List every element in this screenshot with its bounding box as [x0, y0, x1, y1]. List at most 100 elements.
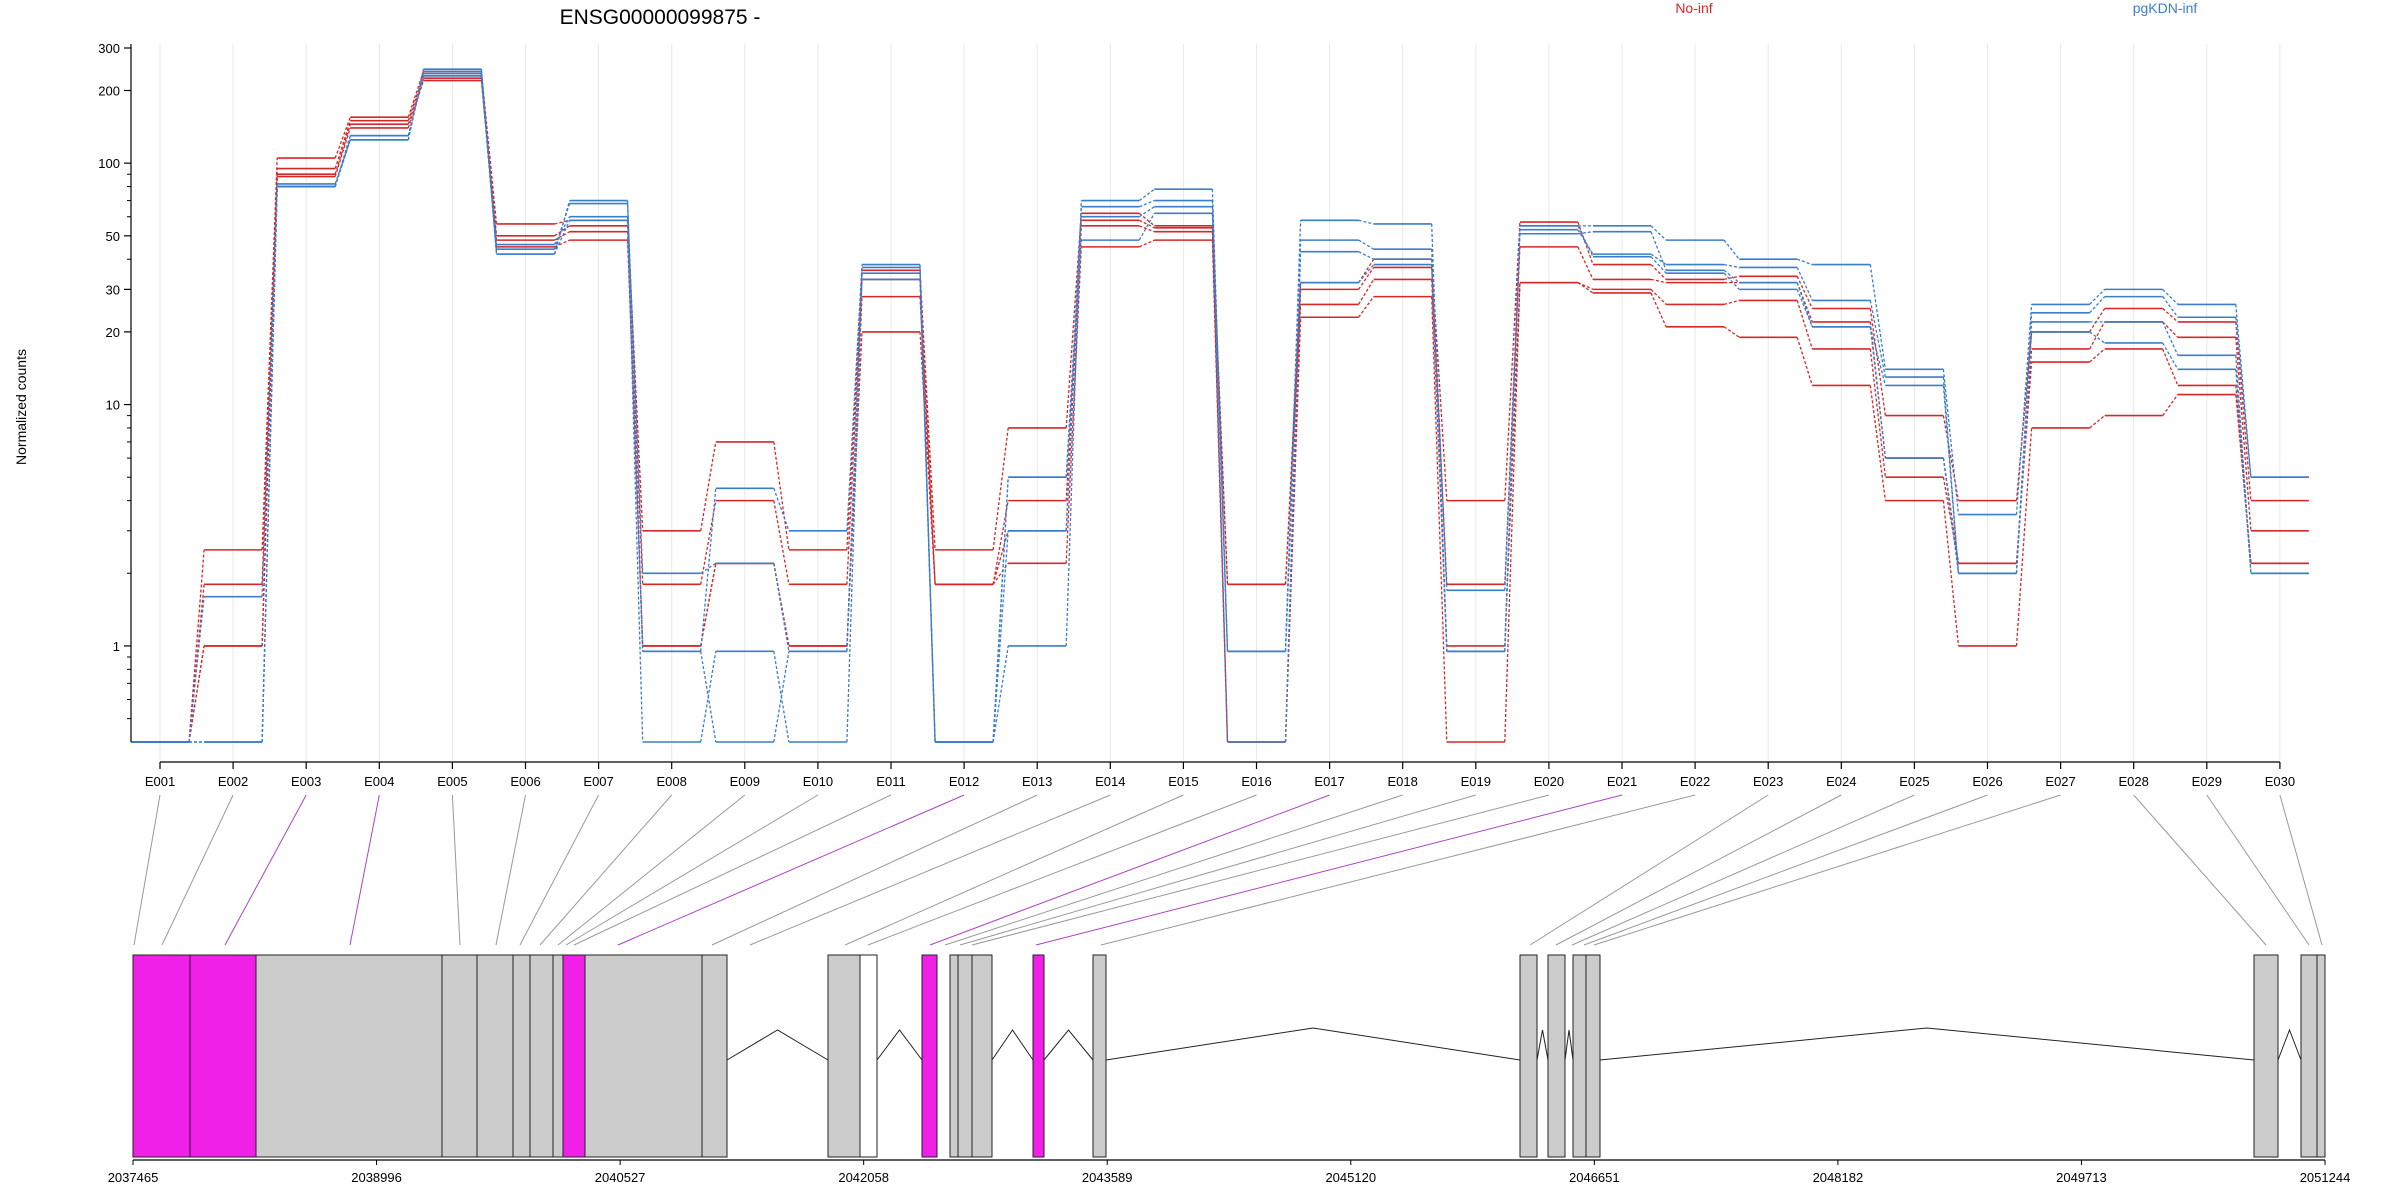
- series-connector: [1284, 282, 1302, 652]
- exon-connector-line: [224, 794, 307, 946]
- series-connector: [846, 270, 863, 550]
- series-connector: [261, 186, 278, 743]
- series-connector: [1869, 300, 1887, 378]
- series-connector: [992, 530, 1009, 585]
- series-connector: [1139, 199, 1155, 208]
- series-connector: [1358, 264, 1375, 284]
- series-connector: [1796, 258, 1813, 266]
- series-connector: [846, 264, 863, 531]
- x-tick-label: E011: [876, 774, 905, 789]
- series-connector: [407, 80, 425, 129]
- exon-box: [529, 954, 554, 1158]
- series-connector: [1065, 240, 1082, 478]
- series-connector: [1650, 225, 1667, 241]
- x-tick-label: E025: [1899, 774, 1929, 789]
- exon-connector-line: [519, 794, 600, 946]
- exon-box: [552, 954, 564, 1158]
- series-connector: [2235, 337, 2252, 531]
- series-connector: [773, 488, 790, 531]
- series-connector: [626, 203, 644, 574]
- series-connector: [554, 225, 570, 237]
- series-connector: [2235, 355, 2252, 574]
- exon-box: [512, 954, 531, 1158]
- series-connector: [1869, 385, 1887, 501]
- series-connector: [1577, 246, 1594, 280]
- exon-connector-line: [617, 794, 965, 946]
- series-connector: [1358, 239, 1375, 250]
- series-connector: [188, 645, 205, 743]
- series-connector: [919, 270, 936, 550]
- x-tick-label: E004: [364, 774, 394, 789]
- series-connector: [1796, 289, 1813, 328]
- series-connector: [2162, 342, 2179, 370]
- series-connector: [1650, 288, 1667, 305]
- x-tick-label: E024: [1826, 774, 1856, 789]
- exon-box: [1572, 954, 1587, 1158]
- series-connector: [1577, 225, 1594, 257]
- series-connector: [553, 203, 571, 250]
- series-connector: [1577, 231, 1594, 235]
- series-connector: [1065, 213, 1082, 428]
- series-connector: [1504, 222, 1521, 501]
- legend: No-inf pgKDN-inf: [1675, 0, 2197, 16]
- exon-connector-line: [1035, 794, 1623, 946]
- series-connector: [1650, 278, 1667, 284]
- x-tick-label: E002: [218, 774, 248, 789]
- series-connector: [992, 500, 1009, 585]
- series-connector: [188, 584, 205, 743]
- exon-connector-line: [1555, 794, 1842, 946]
- y-tick-label: 50: [106, 229, 120, 244]
- chart-title: ENSG00000099875 -: [560, 6, 761, 29]
- grid-lines: [159, 44, 2281, 760]
- exon-box: [2253, 954, 2279, 1158]
- y-tick-label: 200: [98, 84, 120, 99]
- series-line: [131, 70, 2309, 743]
- intron-line: [1536, 1029, 1549, 1061]
- exon-connector-line: [495, 794, 526, 946]
- genomic-tick-label: 2049713: [2056, 1170, 2107, 1185]
- series-connector: [2089, 321, 2106, 350]
- series-connector: [1796, 300, 1813, 350]
- series-connector: [773, 651, 790, 743]
- series-connector: [1723, 263, 1740, 269]
- genomic-tick-label: 2038996: [351, 1170, 402, 1185]
- x-tick-label: E017: [1314, 774, 1344, 789]
- series-connector: [1869, 264, 1887, 370]
- exon-box: [1519, 954, 1538, 1158]
- series-connector: [1358, 219, 1374, 225]
- series-connector: [992, 477, 1009, 743]
- series-connector: [1942, 500, 1960, 647]
- series-connector: [1065, 246, 1082, 564]
- exon-box: [701, 954, 728, 1158]
- x-tick-label: E005: [437, 774, 467, 789]
- series-line: [131, 75, 2309, 743]
- x-tick-label: E021: [1607, 774, 1637, 789]
- y-axis-label: Normalized counts: [13, 349, 29, 465]
- exon-connectors: [133, 794, 2323, 946]
- series-connector: [773, 563, 790, 652]
- x-tick-label: E003: [291, 774, 321, 789]
- series-connector: [1723, 299, 1740, 306]
- exon-connector-line: [1571, 794, 1915, 946]
- series-connector: [261, 168, 278, 585]
- series-connector: [334, 120, 351, 169]
- series-connector: [2089, 331, 2106, 344]
- series-connector: [261, 183, 278, 597]
- series-connector: [1723, 269, 1740, 284]
- x-tick-label: E022: [1680, 774, 1710, 789]
- intron-line: [1599, 1027, 2255, 1061]
- title-group: ENSG00000099875 -: [560, 6, 761, 29]
- series-connector: [626, 216, 644, 743]
- x-tick-label: E015: [1168, 774, 1198, 789]
- series-connector: [1358, 267, 1375, 290]
- exon-connector-line: [749, 794, 1111, 946]
- x-tick-label: E028: [2119, 774, 2149, 789]
- series-connector: [553, 220, 571, 255]
- series-connector: [2162, 321, 2179, 338]
- y-tick-label: 20: [106, 325, 120, 340]
- exon-connector-line: [451, 794, 461, 946]
- series-connector: [2015, 304, 2033, 515]
- series-connector: [1796, 275, 1813, 309]
- exon-box-highlighted: [1032, 954, 1045, 1158]
- exon-box: [1585, 954, 1601, 1158]
